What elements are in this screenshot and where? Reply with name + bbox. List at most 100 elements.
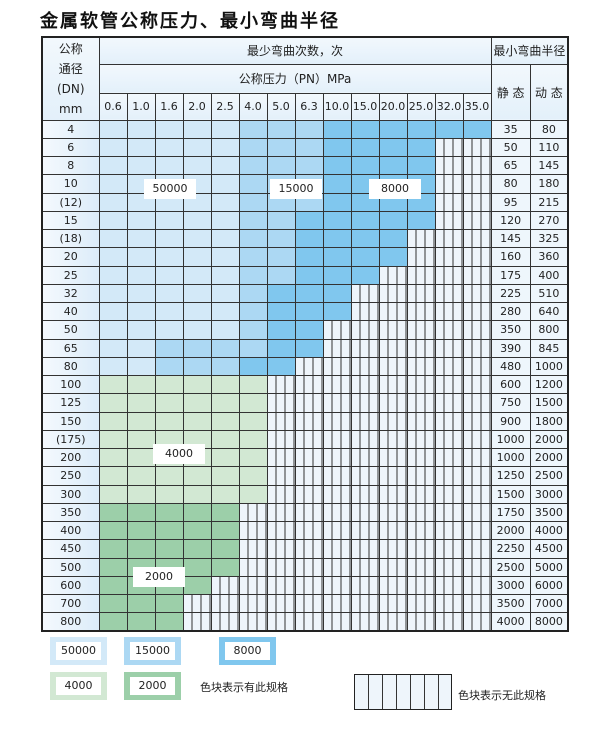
- no-spec-cell: [434, 155, 464, 176]
- static-radius-cell: 750: [490, 393, 531, 413]
- no-spec-cell: [294, 356, 324, 377]
- no-spec-cell: [294, 484, 324, 504]
- no-spec-cell: [434, 137, 464, 158]
- pressure-header-cell: 6.3: [294, 92, 324, 121]
- spec-cell-2000: [210, 539, 240, 559]
- spec-cell-50000: [210, 192, 240, 212]
- no-spec-cell: [378, 539, 408, 559]
- pressure-header-cell: 0.6: [98, 92, 128, 121]
- no-spec-cell: [378, 520, 408, 541]
- no-spec-cell: [266, 374, 296, 395]
- spec-cell-4000: [154, 484, 184, 504]
- legend-8000: 8000: [219, 637, 276, 665]
- dynamic-header: 动 态: [529, 63, 569, 121]
- no-spec-cell: [462, 484, 492, 504]
- pressure-header-cell: 25.0: [406, 92, 436, 121]
- no-spec-cell: [406, 247, 436, 267]
- dn-cell: 10: [41, 174, 100, 194]
- dynamic-radius-cell: 2000: [529, 429, 569, 450]
- spec-cell-8000: [322, 301, 352, 322]
- spec-cell-50000: [154, 228, 184, 249]
- pressure-header-cell: 20.0: [378, 92, 408, 121]
- no-spec-cell: [434, 411, 464, 431]
- spec-cell-50000: [98, 192, 128, 212]
- table-row: (12) 95 215: [41, 192, 569, 212]
- dn-cell: 20: [41, 247, 100, 267]
- spec-cell-50000: [182, 283, 212, 304]
- spec-cell-50000: [98, 137, 128, 158]
- no-spec-cell: [294, 575, 324, 596]
- static-radius-cell: 160: [490, 247, 531, 267]
- spec-cell-50000: [154, 283, 184, 304]
- spec-cell-50000: [98, 301, 128, 322]
- no-spec-cell: [294, 557, 324, 577]
- no-spec-cell: [294, 466, 324, 486]
- static-radius-cell: 390: [490, 338, 531, 358]
- spec-cell-8000: [294, 320, 324, 340]
- no-spec-cell: [378, 374, 408, 395]
- spec-cell-15000: [238, 247, 268, 267]
- no-spec-cell: [378, 557, 408, 577]
- spec-cell-2000: [126, 502, 156, 523]
- spec-cell-15000: [154, 338, 184, 358]
- spec-cell-50000: [98, 174, 128, 194]
- spec-cell-50000: [182, 155, 212, 176]
- no-spec-cell: [350, 557, 380, 577]
- pressure-header-cell: 4.0: [238, 92, 268, 121]
- spec-cell-2000: [182, 520, 212, 541]
- spec-cell-8000: [406, 119, 436, 139]
- spec-cell-8000: [350, 119, 380, 139]
- spec-cell-8000: [322, 283, 352, 304]
- no-spec-cell: [378, 612, 408, 632]
- no-spec-cell: [378, 466, 408, 486]
- no-spec-cell: [406, 374, 436, 395]
- legend-15000: 15000: [124, 637, 181, 665]
- dn-cell: 6: [41, 137, 100, 158]
- region-label-2000: 2000: [133, 567, 185, 587]
- dn-cell: 250: [41, 466, 100, 486]
- spec-cell-50000: [210, 174, 240, 194]
- no-spec-cell: [378, 320, 408, 340]
- table-row: 800 4000 8000: [41, 612, 569, 632]
- spec-cell-8000: [322, 155, 352, 176]
- spec-cell-2000: [98, 593, 128, 614]
- no-spec-cell: [322, 411, 352, 431]
- no-spec-cell: [434, 356, 464, 377]
- no-spec-cell: [406, 356, 436, 377]
- spec-cell-2000: [98, 502, 128, 523]
- dynamic-radius-cell: 1200: [529, 374, 569, 395]
- no-spec-cell: [462, 374, 492, 395]
- spec-cell-4000: [98, 447, 128, 468]
- table-row: 6 50 110: [41, 137, 569, 158]
- spec-cell-50000: [210, 119, 240, 139]
- dynamic-radius-cell: 2000: [529, 447, 569, 468]
- spec-cell-4000: [98, 393, 128, 413]
- no-spec-cell: [378, 429, 408, 450]
- no-spec-cell: [322, 593, 352, 614]
- dn-cell: 350: [41, 502, 100, 523]
- spec-cell-2000: [210, 502, 240, 523]
- static-header: 静 态: [490, 63, 531, 121]
- no-spec-cell: [266, 539, 296, 559]
- no-spec-cell: [378, 338, 408, 358]
- static-radius-cell: 95: [490, 192, 531, 212]
- spec-cell-8000: [294, 210, 324, 231]
- no-spec-cell: [434, 283, 464, 304]
- no-spec-cell: [462, 520, 492, 541]
- no-spec-cell: [462, 539, 492, 559]
- spec-cell-50000: [182, 247, 212, 267]
- dynamic-radius-cell: 640: [529, 301, 569, 322]
- spec-cell-2000: [154, 612, 184, 632]
- no-spec-cell: [350, 283, 380, 304]
- static-radius-cell: 480: [490, 356, 531, 377]
- spec-cell-4000: [210, 466, 240, 486]
- dn-cell: 300: [41, 484, 100, 504]
- spec-cell-4000: [126, 411, 156, 431]
- spec-cell-8000: [266, 338, 296, 358]
- no-spec-cell: [238, 575, 268, 596]
- region-label-15000: 15000: [270, 179, 322, 199]
- spec-cell-15000: [238, 137, 268, 158]
- spec-cell-50000: [182, 301, 212, 322]
- no-spec-cell: [322, 484, 352, 504]
- table-row: 20 160 360: [41, 247, 569, 267]
